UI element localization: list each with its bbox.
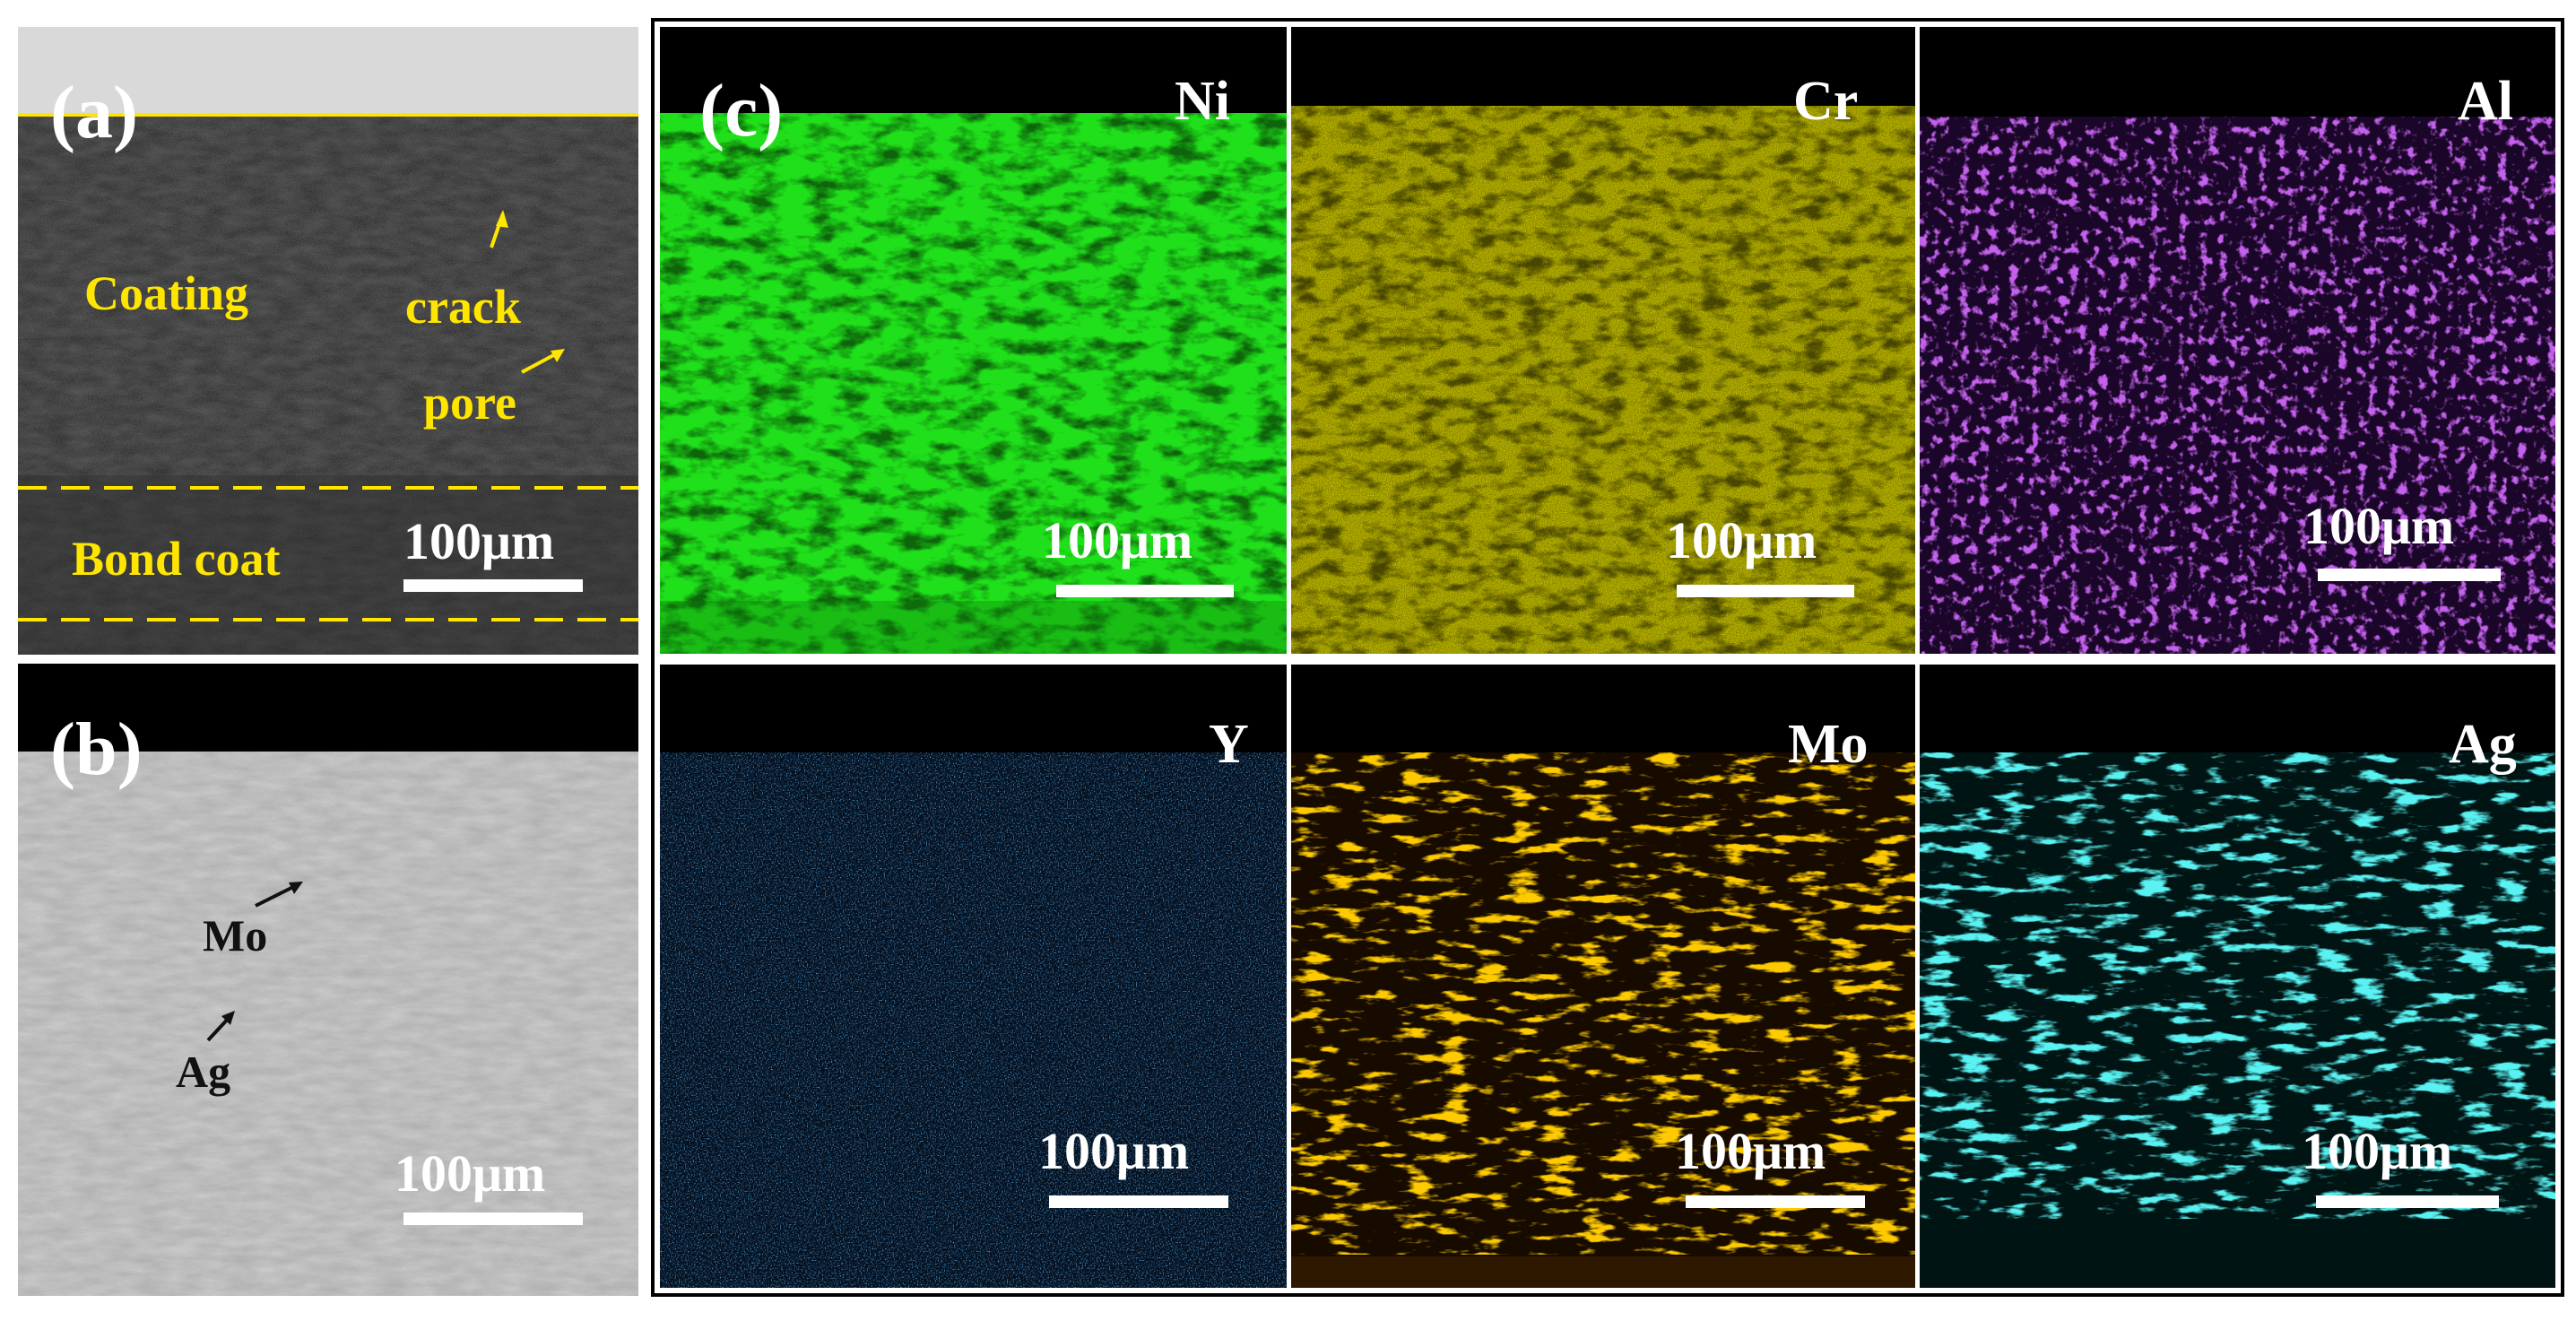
element-label-ni: Ni bbox=[1175, 71, 1230, 132]
ag-label: Ag bbox=[176, 1047, 231, 1097]
panel-letter-c: (c) bbox=[699, 69, 784, 152]
element-label-y: Y bbox=[1209, 714, 1249, 775]
scale-bar-ag bbox=[2316, 1195, 2499, 1208]
eds-map-ni: (c) Ni 100μm bbox=[660, 27, 1287, 654]
element-label-mo: Mo bbox=[1788, 714, 1869, 775]
scale-bar-al bbox=[2318, 569, 2501, 581]
scale-bar-y bbox=[1049, 1195, 1228, 1208]
scale-bar-mo bbox=[1686, 1195, 1865, 1208]
coating-label: Coating bbox=[84, 266, 249, 320]
crack-label: crack bbox=[405, 280, 521, 334]
panel-letter-b: (b) bbox=[50, 708, 143, 791]
pore-label: pore bbox=[423, 376, 516, 430]
scale-bar-label-y: 100μm bbox=[1038, 1122, 1190, 1180]
panel-letter-a: (a) bbox=[50, 71, 138, 154]
scale-bar-label-al: 100μm bbox=[2303, 497, 2455, 555]
scale-bar-label-mo: 100μm bbox=[1675, 1122, 1826, 1180]
scale-bar-label-cr: 100μm bbox=[1666, 511, 1817, 569]
element-label-cr: Cr bbox=[1793, 71, 1859, 132]
scale-bar-cr bbox=[1677, 585, 1854, 597]
divider-horizontal bbox=[660, 656, 2555, 663]
eds-map-mo: Mo 100μm bbox=[1291, 665, 1915, 1288]
element-label-ag: Ag bbox=[2449, 714, 2517, 775]
mo-label: Mo bbox=[203, 910, 268, 960]
scale-bar-b bbox=[403, 1212, 583, 1225]
scale-bar-label-ag: 100μm bbox=[2302, 1122, 2453, 1180]
scale-bar-label-ni: 100μm bbox=[1042, 511, 1193, 569]
panel-a-sem-image: (a) Coating crack pore Bond coat 100μm bbox=[18, 27, 638, 655]
eds-map-ag: Ag 100μm bbox=[1920, 665, 2555, 1288]
scale-bar-ni bbox=[1056, 585, 1234, 597]
eds-map-al: Al 100μm bbox=[1920, 27, 2555, 654]
eds-map-cr: Cr 100μm bbox=[1291, 27, 1915, 654]
scale-bar-a bbox=[403, 579, 583, 592]
scale-bar-label-a: 100μm bbox=[403, 512, 555, 570]
scale-bar-label-b: 100μm bbox=[395, 1144, 546, 1203]
element-label-al: Al bbox=[2458, 71, 2513, 132]
bond-coat-label: Bond coat bbox=[72, 532, 281, 586]
eds-map-y: Y 100μm bbox=[660, 665, 1287, 1288]
panel-c-frame bbox=[651, 18, 2564, 1297]
panel-b-sem-image: (b) Mo Ag 100μm bbox=[18, 664, 638, 1296]
